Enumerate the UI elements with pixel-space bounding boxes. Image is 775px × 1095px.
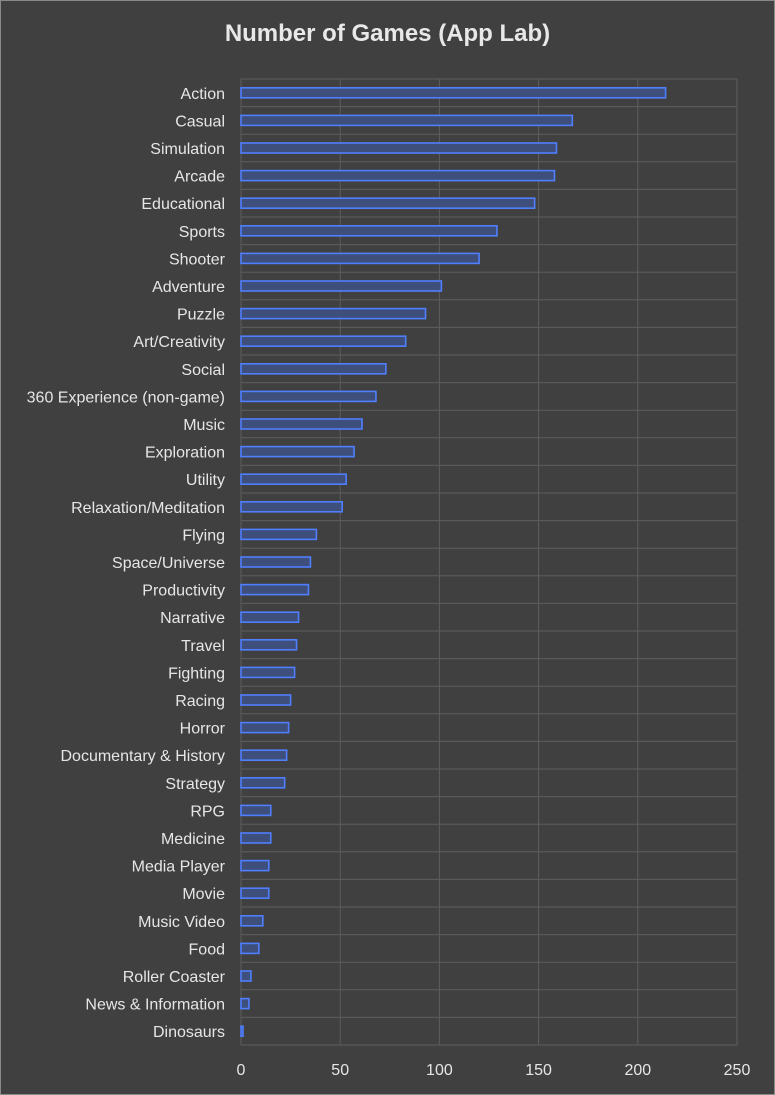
bar bbox=[240, 638, 298, 651]
bar bbox=[240, 583, 310, 596]
bar bbox=[240, 390, 377, 403]
bar bbox=[240, 749, 288, 762]
category-label: Narrative bbox=[160, 610, 225, 627]
bar bbox=[240, 169, 556, 182]
bar-layer bbox=[240, 87, 667, 1037]
category-label: Sports bbox=[179, 224, 225, 241]
category-label: Adventure bbox=[152, 279, 225, 296]
bar bbox=[240, 859, 270, 872]
bar bbox=[240, 914, 264, 927]
category-label: Educational bbox=[141, 196, 225, 213]
x-tick-label: 250 bbox=[724, 1062, 751, 1079]
category-label: Racing bbox=[175, 693, 225, 710]
tick-label-layer: 0 50 100 150 200 250 bbox=[237, 1062, 751, 1079]
category-label: Documentary & History bbox=[61, 748, 226, 765]
category-label: Productivity bbox=[142, 583, 225, 600]
bar bbox=[240, 362, 387, 375]
category-label: RPG bbox=[190, 803, 225, 820]
bar bbox=[240, 500, 343, 513]
category-label-layer: Action Casual Simulation Arcade Educational S… bbox=[27, 86, 226, 1041]
category-label: Movie bbox=[182, 886, 225, 903]
x-tick-label: 150 bbox=[525, 1062, 552, 1079]
category-label: Shooter bbox=[169, 251, 226, 268]
category-label: Music bbox=[183, 417, 225, 434]
bar bbox=[240, 1025, 244, 1037]
category-label: Relaxation/Meditation bbox=[71, 500, 225, 517]
category-label: Food bbox=[189, 941, 225, 958]
category-label: Action bbox=[181, 86, 225, 103]
bar bbox=[240, 887, 270, 900]
bar bbox=[240, 694, 292, 706]
bar bbox=[240, 666, 296, 679]
chart-title: Number of Games (App Lab) bbox=[224, 20, 551, 47]
bar bbox=[240, 418, 363, 430]
x-tick-label: 200 bbox=[624, 1062, 651, 1079]
category-label: Puzzle bbox=[177, 307, 225, 324]
x-tick-label: 100 bbox=[426, 1062, 453, 1079]
category-label: Art/Creativity bbox=[133, 334, 225, 351]
category-label: Simulation bbox=[150, 141, 225, 158]
bar bbox=[240, 942, 260, 955]
bar bbox=[240, 307, 427, 320]
bar bbox=[240, 721, 290, 734]
bar bbox=[240, 556, 312, 568]
category-label: Travel bbox=[181, 638, 225, 655]
category-label: Flying bbox=[182, 527, 225, 544]
x-tick-label: 0 bbox=[237, 1062, 246, 1079]
grid-layer bbox=[240, 78, 738, 1046]
bar bbox=[240, 473, 347, 486]
bar bbox=[240, 252, 480, 265]
bar bbox=[240, 528, 318, 541]
bar bbox=[240, 445, 355, 458]
category-label: News & Information bbox=[85, 997, 225, 1014]
bar bbox=[240, 997, 250, 1010]
bar bbox=[240, 87, 667, 99]
category-label: Space/Universe bbox=[112, 555, 225, 572]
category-label: Horror bbox=[180, 721, 226, 738]
category-label: Utility bbox=[186, 472, 225, 489]
category-label: 360 Experience (non-game) bbox=[27, 389, 225, 406]
bar bbox=[240, 225, 498, 237]
bar bbox=[240, 832, 272, 844]
bar bbox=[240, 804, 272, 817]
bar bbox=[240, 776, 286, 789]
bar bbox=[240, 197, 536, 209]
bar bbox=[240, 611, 300, 624]
bar bbox=[240, 335, 407, 348]
category-label: Fighting bbox=[168, 665, 225, 682]
category-label: Casual bbox=[175, 113, 225, 130]
category-label: Strategy bbox=[165, 776, 225, 793]
bar bbox=[240, 142, 558, 154]
category-label: Social bbox=[181, 362, 225, 379]
category-label: Roller Coaster bbox=[123, 969, 226, 986]
bar bbox=[240, 114, 574, 127]
x-tick-label: 50 bbox=[331, 1062, 349, 1079]
category-label: Music Video bbox=[138, 914, 225, 931]
category-label: Arcade bbox=[174, 169, 225, 186]
category-label: Media Player bbox=[132, 859, 226, 876]
category-label: Dinosaurs bbox=[153, 1024, 225, 1041]
bar bbox=[240, 280, 443, 292]
bar bbox=[240, 970, 252, 982]
category-label: Medicine bbox=[161, 831, 225, 848]
category-label: Exploration bbox=[145, 445, 225, 462]
